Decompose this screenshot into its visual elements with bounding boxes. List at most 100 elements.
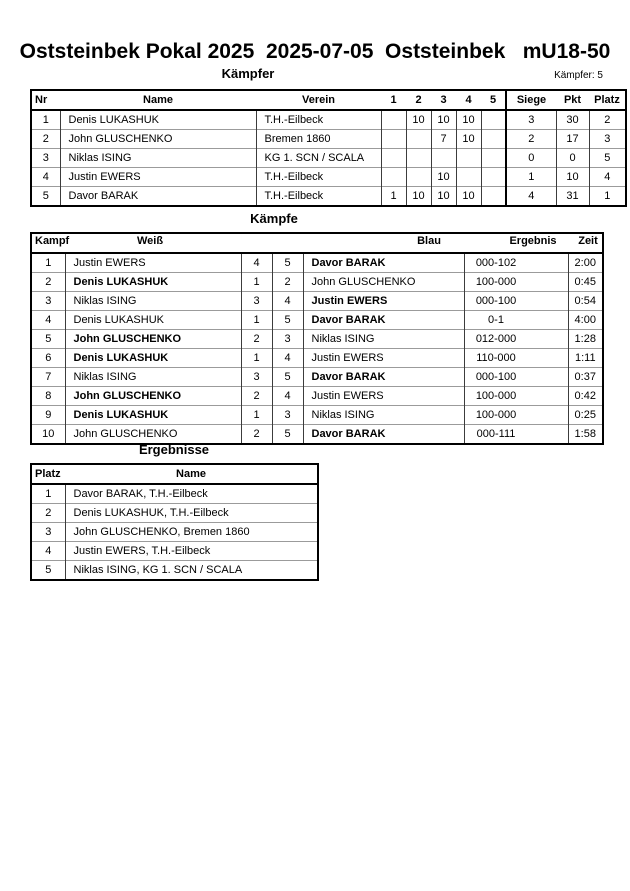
blue-fighter: John GLUSCHENKO — [302, 272, 464, 292]
blue-fighter-number: 5 — [271, 424, 303, 444]
fighter-name: Davor BARAK — [59, 186, 256, 206]
place-value: 2 — [588, 110, 626, 130]
score-cell — [455, 148, 481, 168]
fighter-number: 4 — [31, 167, 60, 187]
blue-fighter-number: 5 — [271, 310, 303, 330]
fight-number: 7 — [31, 367, 65, 387]
place-value: 4 — [588, 167, 626, 187]
white-fighter: Denis LUKASHUK — [64, 348, 241, 368]
header-opp-1: 1 — [381, 90, 406, 111]
fight-result: 110-000 — [463, 348, 568, 368]
fighter-number: 2 — [31, 129, 60, 149]
fight-result: 000-100 — [463, 291, 568, 311]
place-value: 3 — [31, 522, 65, 542]
score-cell — [455, 167, 481, 187]
place-value: 1 — [45, 488, 52, 500]
fight-time: 1:58 — [567, 424, 604, 444]
score-cell — [380, 167, 406, 187]
fighters-section-label: Kämpfer — [221, 66, 275, 81]
score-cell: 7 — [430, 129, 456, 149]
place-value: 2 — [31, 503, 65, 523]
header-blau: Blau — [417, 235, 441, 247]
blue-fighter: Davor BARAK — [302, 253, 464, 273]
place-value: 3 — [588, 129, 626, 149]
table-row: 4 Justin EWERS, T.H.-Eilbeck — [31, 541, 318, 561]
fight-result: 000-111 — [463, 424, 568, 444]
results-table: Platz Name 1 Davor BARAK, T.H.-Eilbeck 2 De… — [30, 463, 319, 581]
score-cell: 1 — [380, 186, 406, 206]
score-cell — [480, 129, 506, 149]
fighter-club: T.H.-Eilbeck — [255, 110, 381, 130]
fighter-name-club: Denis LUKASHUK, T.H.-Eilbeck — [64, 503, 318, 523]
white-fighter-number: 1 — [240, 348, 272, 368]
white-fighter-number: 3 — [240, 367, 272, 387]
wins-value: 1 — [505, 167, 556, 187]
score-cell: 10 — [455, 110, 481, 130]
score-cell — [405, 129, 431, 149]
fight-result: 100-000 — [463, 405, 568, 425]
table-row: 3 John GLUSCHENKO, Bremen 1860 — [31, 522, 318, 542]
white-fighter: John GLUSCHENKO — [64, 386, 241, 406]
blue-fighter-number: 4 — [271, 348, 303, 368]
fight-time: 0:42 — [567, 386, 604, 406]
score-cell: 10 — [405, 110, 431, 130]
blue-fighter-number: 5 — [271, 367, 303, 387]
header-opp-3: 3 — [431, 90, 456, 111]
fight-result: 100-000 — [463, 386, 568, 406]
header-nr: Nr — [31, 90, 60, 111]
fight-time: 0:37 — [567, 367, 604, 387]
fight-result: 000-100 — [463, 367, 568, 387]
blue-fighter-number: 2 — [271, 272, 303, 292]
score-cell — [380, 148, 406, 168]
fight-result: 0-1 — [463, 310, 568, 330]
fighter-name: Niklas ISING — [59, 148, 256, 168]
header-opp-5: 5 — [481, 90, 506, 111]
white-fighter-number: 3 — [240, 291, 272, 311]
blue-fighter: Justin EWERS — [302, 386, 464, 406]
fighter-number: 5 — [31, 186, 60, 206]
blue-fighter: Davor BARAK — [302, 310, 464, 330]
fighter-name-club: Justin EWERS, T.H.-Eilbeck — [64, 541, 318, 561]
fight-time: 0:45 — [567, 272, 604, 292]
points-value: 31 — [555, 186, 589, 206]
blue-fighter: Davor BARAK — [302, 424, 464, 444]
points-value: 17 — [555, 129, 589, 149]
results-header-row: Platz Name — [31, 464, 318, 485]
score-cell — [405, 167, 431, 187]
score-cell — [480, 186, 506, 206]
fighter-number: 3 — [31, 148, 60, 168]
table-row: 10 John GLUSCHENKO 2 5 Davor BARAK 000-111 1:5… — [31, 424, 604, 444]
header-zeit: Zeit — [578, 235, 598, 247]
results-section-label: Ergebnisse — [138, 442, 210, 457]
score-cell: 10 — [430, 110, 456, 130]
fight-time: 0:25 — [567, 405, 604, 425]
table-row: 2 Denis LUKASHUK, T.H.-Eilbeck — [31, 503, 318, 523]
fight-result: 012-000 — [463, 329, 568, 349]
fighters-table: Nr Name Verein 1 2 3 4 5 Siege Pkt Platz… — [30, 89, 627, 207]
white-fighter: John GLUSCHENKO — [64, 424, 241, 444]
score-cell — [430, 148, 456, 168]
blue-fighter-number: 4 — [271, 291, 303, 311]
white-fighter-number: 4 — [240, 253, 272, 273]
fight-number: 4 — [31, 310, 65, 330]
fighters-count: Kämpfer: 5 — [554, 70, 603, 81]
table-row: 1 Justin EWERS 4 5 Davor BARAK 000-102 2:00 — [31, 253, 604, 273]
blue-fighter-number: 5 — [271, 253, 303, 273]
score-cell — [480, 167, 506, 187]
score-cell: 10 — [455, 129, 481, 149]
score-cell: 10 — [405, 186, 431, 206]
white-fighter-number: 2 — [240, 329, 272, 349]
fight-time: 2:00 — [567, 253, 604, 273]
fight-time: 1:11 — [567, 348, 604, 368]
fighter-name-club: Davor BARAK, T.H.-Eilbeck — [64, 484, 318, 504]
fighter-club: Bremen 1860 — [255, 129, 381, 149]
score-cell — [380, 110, 406, 130]
fight-number: 3 — [31, 291, 65, 311]
points-value: 10 — [555, 167, 589, 187]
fight-result: 000-102 — [463, 253, 568, 273]
fights-header-row: Kampf Weiß Blau Ergebnis Zeit — [31, 233, 604, 254]
fights-table: Kampf Weiß Blau Ergebnis Zeit 1 Justin EW… — [30, 232, 605, 445]
header-opp-4: 4 — [456, 90, 481, 111]
fight-number: 2 — [31, 272, 65, 292]
fight-number: 10 — [31, 424, 65, 444]
